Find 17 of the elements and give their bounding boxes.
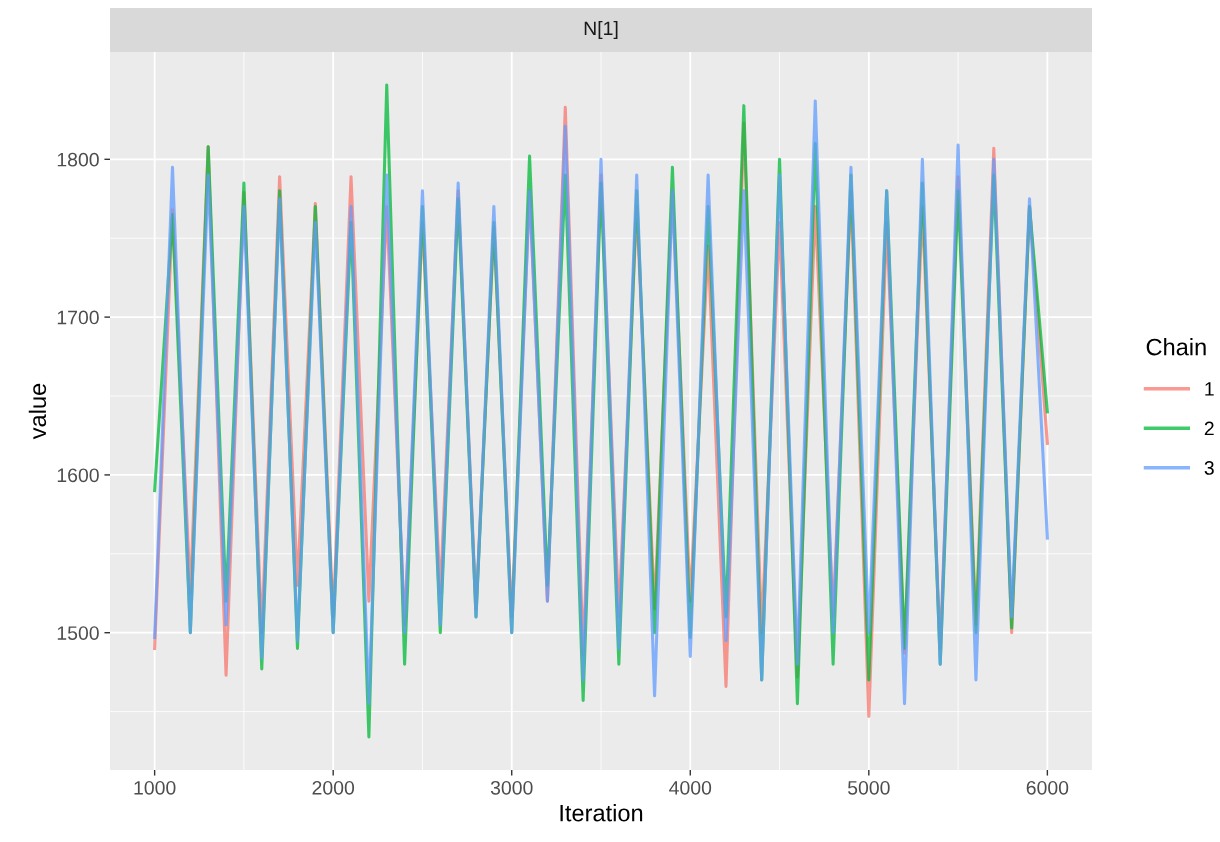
legend-label: 1 xyxy=(1205,382,1214,396)
legend-label: 3 xyxy=(1204,461,1214,475)
x-tick-label: 5000 xyxy=(847,780,890,795)
legend-title: Chain xyxy=(1146,338,1206,356)
x-tick-label: 4000 xyxy=(669,780,712,795)
y-tick-label: 1800 xyxy=(57,152,99,167)
chart-title: N[1] xyxy=(584,20,618,40)
y-tick-label: 1500 xyxy=(57,626,99,640)
legend-label: 2 xyxy=(1204,421,1214,436)
y-tick-label: 1600 xyxy=(57,468,99,483)
x-tick-label: 1000 xyxy=(134,780,176,795)
x-tick-label: 6000 xyxy=(1026,780,1069,795)
x-tick-label: 3000 xyxy=(490,780,533,795)
y-tick-label: 1700 xyxy=(57,310,99,325)
y-axis-title: value xyxy=(28,383,47,440)
x-axis-title: Iteration xyxy=(560,804,643,822)
x-tick-label: 2000 xyxy=(312,780,355,795)
